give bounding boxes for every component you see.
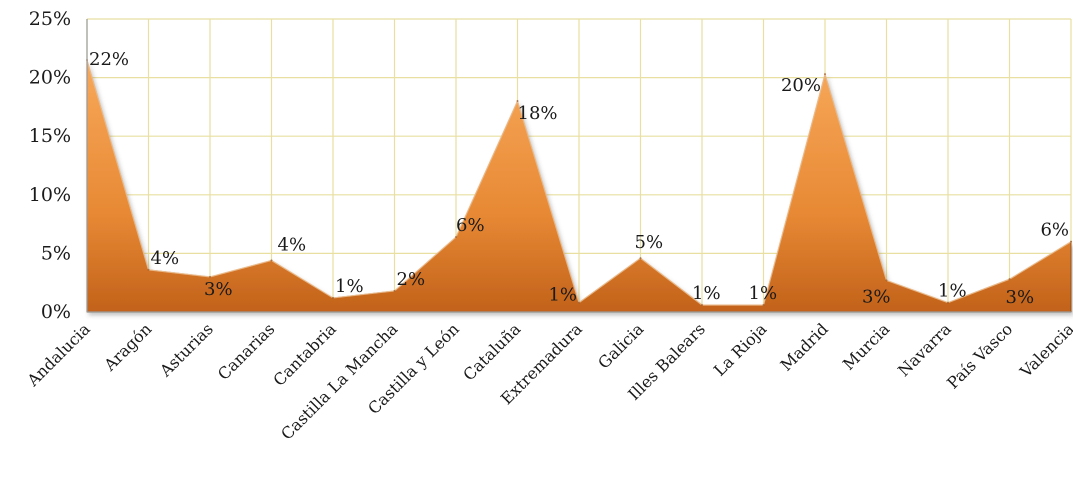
data-label: 3% (862, 286, 891, 307)
data-point (824, 73, 826, 76)
data-point (1070, 240, 1072, 243)
x-axis-ticks: Andalucia Aragón AsturiasCanariasCantabria… (23, 319, 1073, 444)
data-label: 3% (204, 279, 233, 300)
y-tick-label: 25% (29, 8, 71, 30)
data-label: 1% (548, 285, 577, 306)
data-label: 1% (749, 283, 778, 304)
data-label: 1% (335, 276, 364, 297)
data-label: 22% (89, 49, 129, 70)
data-label: 4% (151, 248, 180, 269)
x-tick-label: Castilla La Mancha (277, 319, 402, 444)
y-tick-label: 0% (41, 301, 71, 323)
data-point (947, 301, 949, 304)
y-tick-label: 15% (29, 125, 71, 147)
x-tick-label: Asturias (155, 319, 217, 381)
data-label: 6% (1040, 220, 1069, 241)
x-tick-label: Aragón (100, 319, 156, 375)
data-point (762, 303, 765, 306)
data-label: 4% (278, 234, 307, 255)
data-label: 5% (635, 232, 664, 253)
data-label: 18% (518, 103, 558, 124)
data-point (516, 100, 519, 103)
data-point (393, 289, 396, 292)
y-axis-ticks: 0% 5% 10% 15% 20% 25% (29, 8, 71, 323)
x-tick-label: Murcia (839, 319, 894, 374)
data-point (701, 303, 703, 306)
data-label: 2% (397, 269, 426, 290)
x-tick-label: Valencia (1016, 319, 1073, 382)
data-point (639, 257, 642, 260)
data-point (455, 235, 457, 238)
area-series (86, 59, 1072, 313)
data-point (1008, 278, 1011, 281)
data-label: 1% (692, 283, 721, 304)
data-point (147, 268, 150, 271)
data-point (578, 301, 580, 304)
y-tick-label: 10% (29, 184, 71, 206)
x-tick-label: País Vasco (943, 319, 1016, 392)
x-tick-label: Galicia (594, 319, 647, 372)
x-tick-label: Madrid (777, 319, 832, 374)
data-point (332, 296, 334, 299)
data-label: 20% (781, 75, 821, 96)
gridlines (86, 18, 1072, 313)
x-tick-label: Andalucia (23, 319, 95, 391)
y-tick-label: 5% (41, 242, 71, 264)
x-tick-label: Cataluña (459, 319, 524, 384)
data-point (270, 259, 273, 262)
data-point (885, 279, 888, 282)
data-label: 6% (456, 215, 485, 236)
data-label: 1% (938, 281, 967, 302)
y-tick-label: 20% (29, 67, 71, 89)
data-labels: 22% 4% 3% 4% 1% 2% 6% 18% 1% 5% 1% 1% 20% 3% 1% 3% 6% (89, 49, 1069, 308)
data-label: 3% (1006, 287, 1035, 308)
x-tick-label: Canarias (214, 319, 278, 383)
axes (86, 19, 1071, 313)
x-tick-label: La Rioja (710, 319, 771, 380)
data-point (209, 275, 211, 278)
x-tick-label: Navarra (894, 319, 955, 380)
